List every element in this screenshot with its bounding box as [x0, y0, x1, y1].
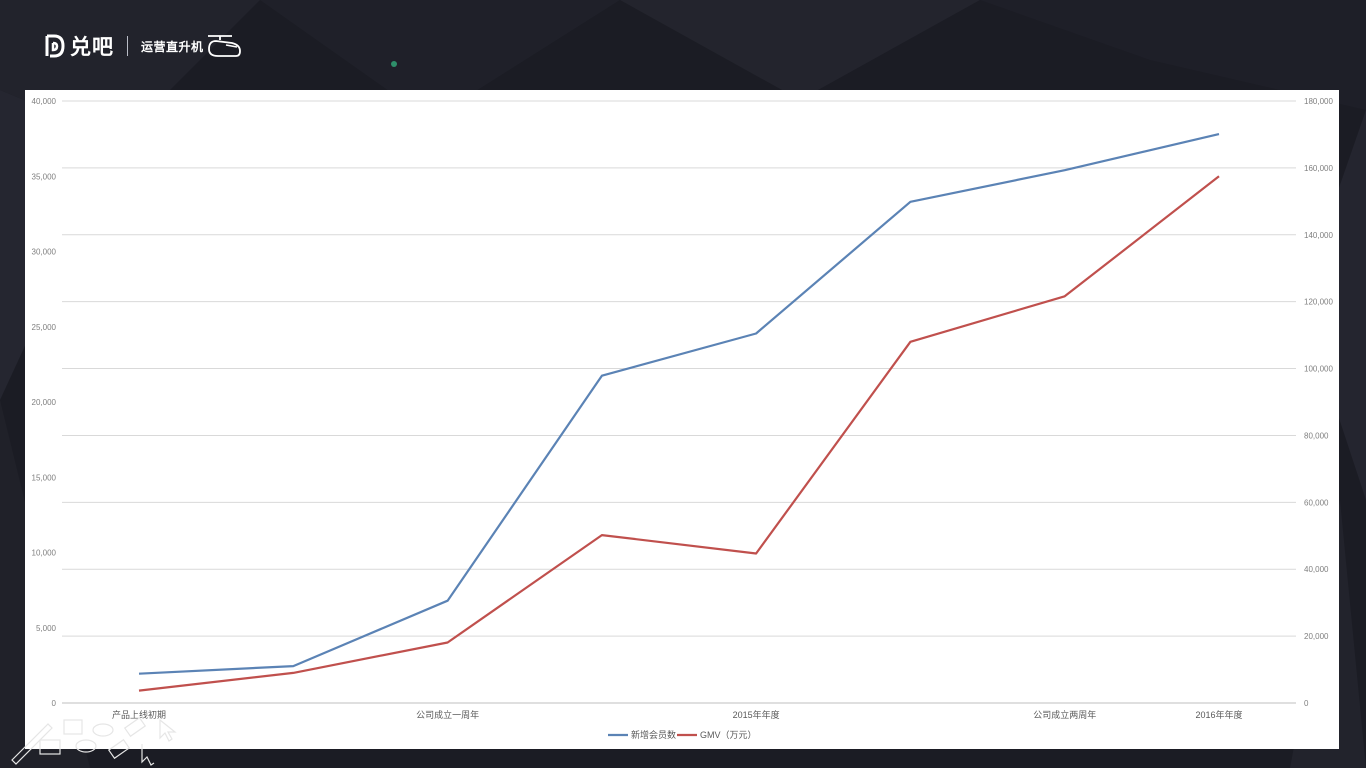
category-label: 产品上线初期 [112, 709, 166, 720]
series-line [138, 133, 1220, 675]
pen-icon[interactable] [11, 723, 53, 765]
right-axis-tick-label: 160,000 [1304, 164, 1333, 173]
right-axis-tick-label: 100,000 [1304, 365, 1333, 374]
duiba-logo-icon [45, 34, 65, 58]
logo-divider [127, 36, 128, 56]
brand-logo: 兑吧 运营直升机 [44, 30, 242, 62]
category-label: 2016年年度 [1195, 709, 1242, 720]
line-chart: 0 5,000 10,000 15,000 20,000 25,000 30,000 35,0… [32, 97, 1334, 740]
slide-indicator-dot [391, 61, 397, 67]
eraser-icon[interactable] [75, 723, 114, 753]
chart-legend: 新增会员数 GMV（万元） [608, 729, 757, 740]
left-axis-tick-label: 20,000 [32, 398, 57, 407]
clear-ink-icon[interactable] [107, 716, 147, 760]
left-axis-ticks: 0 5,000 10,000 15,000 20,000 25,000 30,000 35,0… [32, 97, 57, 708]
helicopter-icon [207, 35, 241, 57]
right-axis-tick-label: 60,000 [1304, 498, 1329, 507]
series-line [138, 175, 1220, 692]
left-axis-tick-label: 10,000 [32, 549, 57, 558]
category-label: 公司成立一周年 [416, 709, 479, 720]
highlighter-icon[interactable] [39, 719, 83, 755]
legend-label: GMV（万元） [700, 730, 757, 740]
left-axis-tick-label: 15,000 [32, 473, 57, 482]
gridlines [62, 100, 1296, 704]
right-axis-tick-label: 80,000 [1304, 431, 1329, 440]
left-axis-tick-label: 30,000 [32, 248, 57, 257]
right-axis-tick-label: 20,000 [1304, 632, 1329, 641]
pointer-arrow-icon[interactable] [141, 718, 177, 766]
chart-panel: 0 5,000 10,000 15,000 20,000 25,000 30,000 35,0… [25, 90, 1339, 749]
brand-slogan: 运营直升机 [141, 39, 204, 54]
left-axis-tick-label: 25,000 [32, 323, 57, 332]
right-axis-tick-label: 140,000 [1304, 231, 1333, 240]
right-axis-tick-label: 40,000 [1304, 565, 1329, 574]
category-label: 2015年年度 [733, 709, 780, 720]
right-axis-tick-label: 180,000 [1304, 97, 1333, 106]
series-lines [138, 133, 1220, 692]
category-label: 公司成立两周年 [1033, 709, 1096, 720]
pen-toolbar[interactable] [8, 716, 188, 766]
legend-label: 新增会员数 [631, 729, 676, 740]
left-axis-tick-label: 5,000 [36, 624, 57, 633]
category-axis-labels: 产品上线初期 公司成立一周年 2015年年度 公司成立两周年 2016年年度 [112, 709, 1243, 720]
left-axis-tick-label: 35,000 [32, 172, 57, 181]
right-axis-tick-label: 120,000 [1304, 298, 1333, 307]
left-axis-tick-label: 0 [52, 699, 57, 708]
left-axis-tick-label: 40,000 [32, 97, 57, 106]
right-axis-ticks: 0 20,000 40,000 60,000 80,000 100,000 120,000 1… [1304, 97, 1333, 708]
right-axis-tick-label: 0 [1304, 699, 1309, 708]
brand-name: 兑吧 [70, 36, 114, 59]
